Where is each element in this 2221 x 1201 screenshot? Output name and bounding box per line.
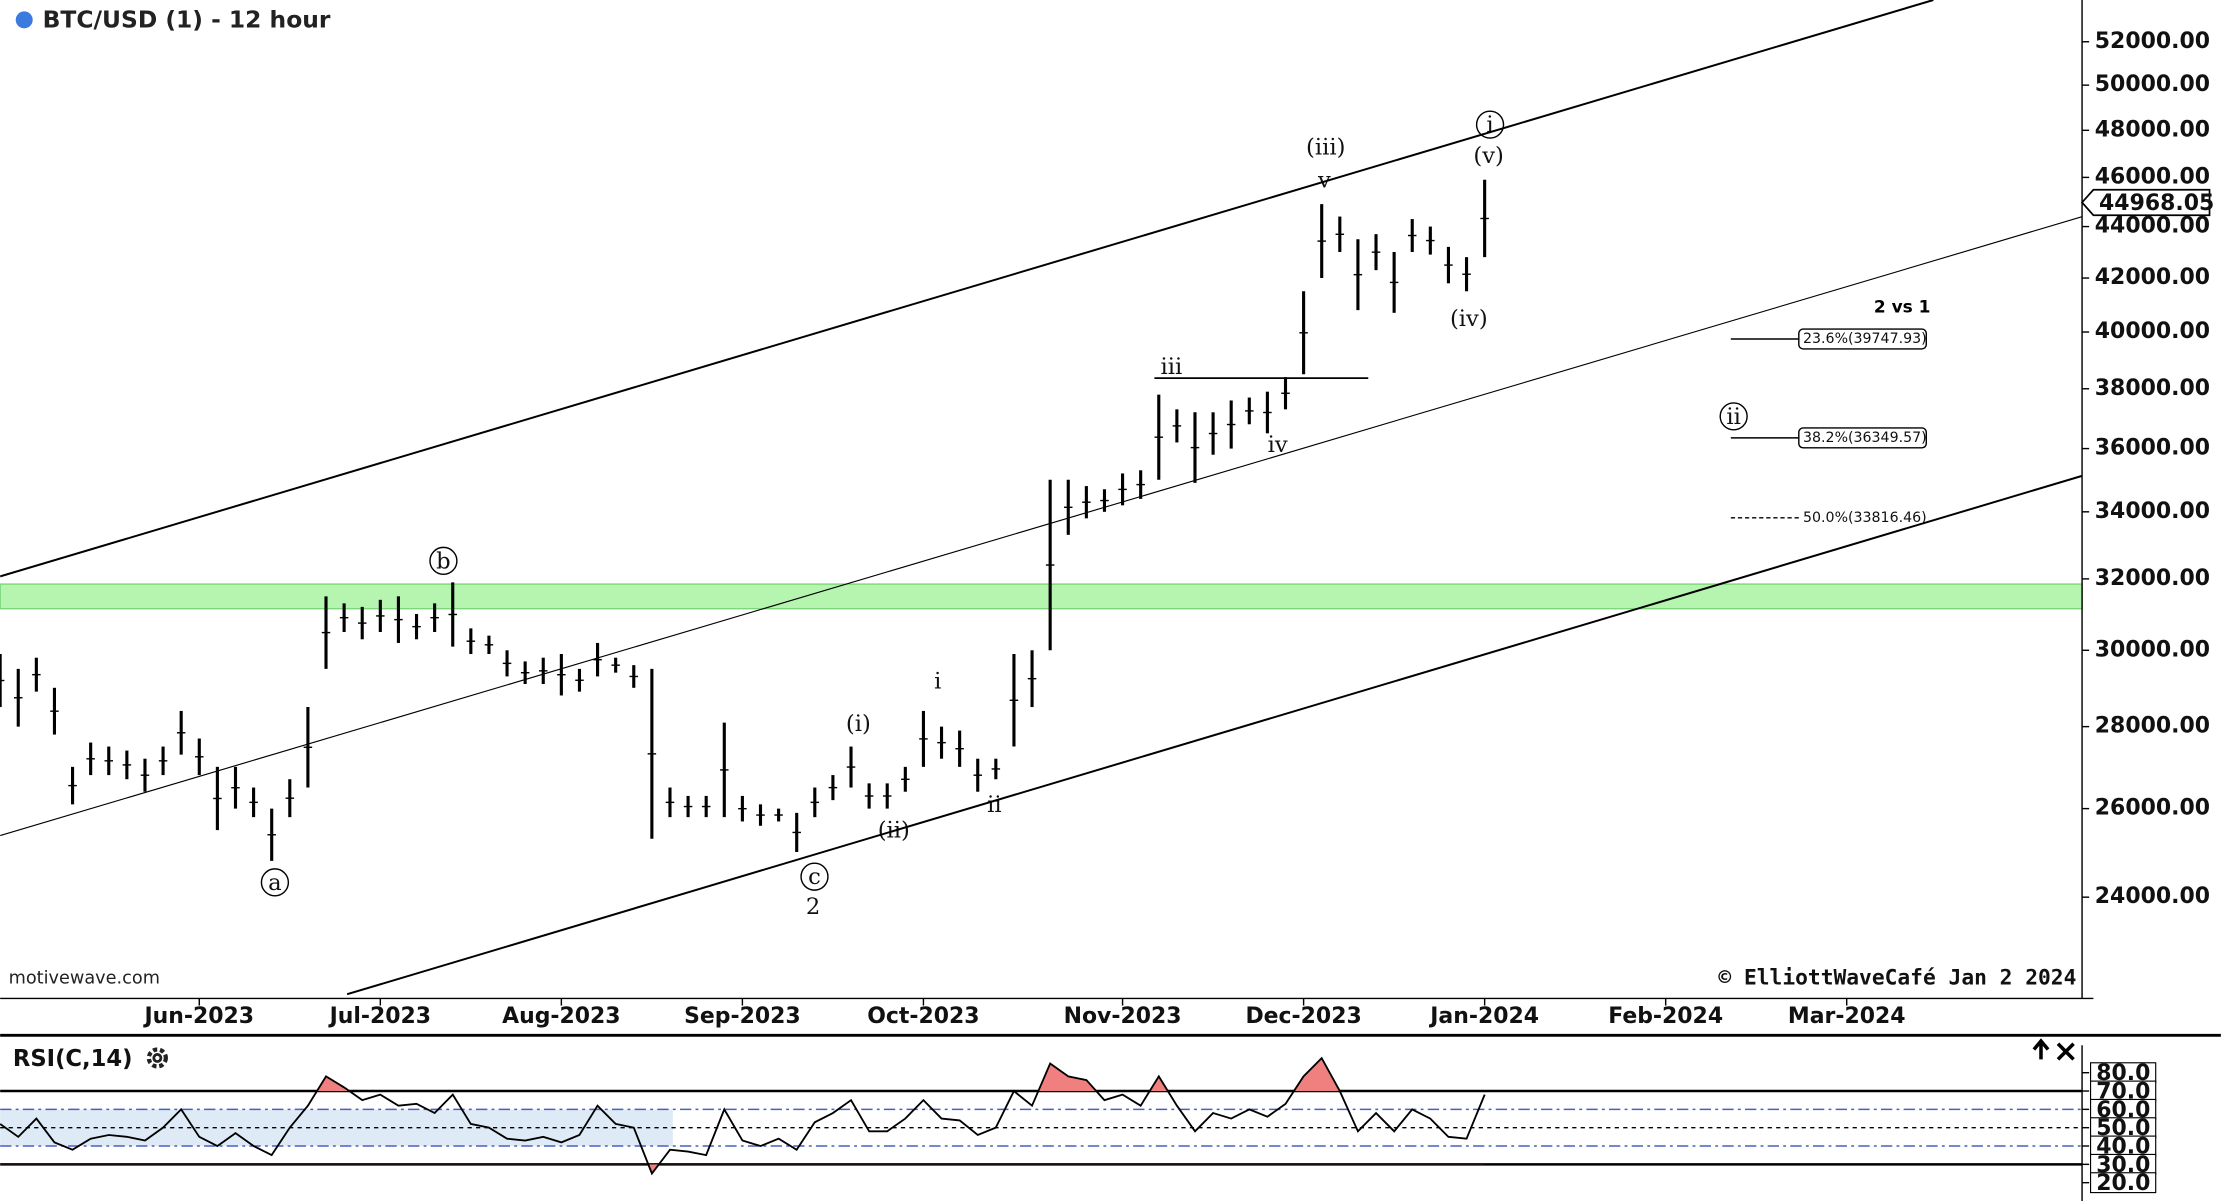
y-tick-label: 30000.00 <box>2095 637 2210 662</box>
fib-label: 38.2%(36349.57) <box>1803 430 1927 446</box>
wave-label: a <box>268 870 282 896</box>
wave-label: b <box>436 548 451 574</box>
maximize-icon[interactable] <box>2032 1038 2050 1060</box>
y-tick-label: 52000.00 <box>2095 29 2210 54</box>
fib-label: 23.6%(39747.93) <box>1803 331 1927 347</box>
rsi-overbought-fill <box>316 1058 1340 1092</box>
wave-label: iii <box>1161 354 1183 380</box>
wave-circle <box>429 546 458 576</box>
y-tick-label: 46000.00 <box>2095 164 2210 189</box>
y-tick-label: 24000.00 <box>2095 884 2210 909</box>
y-tick-label: 38000.00 <box>2095 376 2210 401</box>
wave-label: (i) <box>846 711 871 737</box>
title-dot <box>15 11 33 29</box>
wave-label: ii <box>987 792 1002 818</box>
rsi-y-tick-label: 20.0 <box>2096 1171 2150 1196</box>
wave-label: (v) <box>1473 143 1503 169</box>
x-tick-label: Sep-2023 <box>684 1004 801 1029</box>
rsi-line <box>0 1056 1486 1176</box>
y-tick-label: 32000.00 <box>2095 566 2210 591</box>
y-tick-label: 34000.00 <box>2095 499 2210 524</box>
close-icon[interactable] <box>2056 1042 2075 1061</box>
layer: 52000.00 50000.00 48000.00 46000.00 44000.00… <box>0 29 2214 1196</box>
support-zone <box>0 583 2083 610</box>
source: motivewave.com <box>9 969 160 989</box>
wave-label: i <box>934 669 941 695</box>
y-tick-label: 36000.00 <box>2095 436 2210 461</box>
x-tick-label: Nov-2023 <box>1064 1004 1182 1029</box>
wave-circle <box>1719 402 1748 431</box>
channel-middle <box>0 216 2083 837</box>
x-tick-label: Jul-2023 <box>328 1004 431 1029</box>
wave-label: 2 <box>806 894 820 920</box>
last-price-box <box>2080 188 2211 217</box>
x-tick-label: Dec-2023 <box>1245 1004 1361 1029</box>
chart-title: BTC/USD (1) - 12 hour <box>43 6 331 34</box>
gear-hole <box>155 1055 160 1061</box>
x-tick-label: Mar-2024 <box>1788 1004 1906 1029</box>
y-tick-label: 26000.00 <box>2095 796 2210 821</box>
x-tick-label: Aug-2023 <box>502 1004 620 1029</box>
x-tick-label: Jun-2023 <box>143 1004 255 1029</box>
y-tick-label: 44000.00 <box>2095 214 2210 239</box>
credit: © ElliottWaveCafé Jan 2 2024 <box>1718 966 2076 991</box>
y-tick-label: 48000.00 <box>2095 117 2210 142</box>
wave-circle <box>800 862 829 891</box>
fib-label-box <box>1798 427 1927 449</box>
channel <box>0 0 2083 996</box>
wave-label: iv <box>1268 432 1288 458</box>
y-tick-label: 50000.00 <box>2095 72 2210 97</box>
wave-circle <box>1475 110 1505 139</box>
last-price-label: 44968.05 <box>2099 191 2214 216</box>
y-tick-label: 28000.00 <box>2095 714 2210 739</box>
rsi-tick-box <box>2089 1172 2157 1194</box>
gear-icon[interactable] <box>146 1047 168 1069</box>
y-tick-label: 42000.00 <box>2095 265 2210 290</box>
x-tick-label: Jan-2024 <box>1428 1004 1539 1029</box>
channel-lower <box>346 474 2083 996</box>
rsi-title: RSI(C,14) <box>13 1046 133 1072</box>
x-tick-label: Oct-2023 <box>867 1004 979 1029</box>
wave-circle <box>260 868 290 897</box>
wave-label: c <box>808 864 821 890</box>
wave-label: ii <box>1726 404 1741 430</box>
y-tick-label: 40000.00 <box>2095 319 2210 344</box>
gear-teeth <box>146 1047 168 1069</box>
fib-label-box <box>1798 328 1927 350</box>
wave-label: i <box>1486 112 1493 138</box>
fib-label: 50.0%(33816.46) <box>1803 510 1927 526</box>
fib-title: 2 vs 1 <box>1874 297 1931 317</box>
x-tick-label: Feb-2024 <box>1608 1004 1723 1029</box>
wave-label: v <box>1317 167 1331 193</box>
wave-label: (iii) <box>1306 135 1345 161</box>
channel-upper <box>0 0 1934 578</box>
wave-label: (iv) <box>1450 306 1488 332</box>
